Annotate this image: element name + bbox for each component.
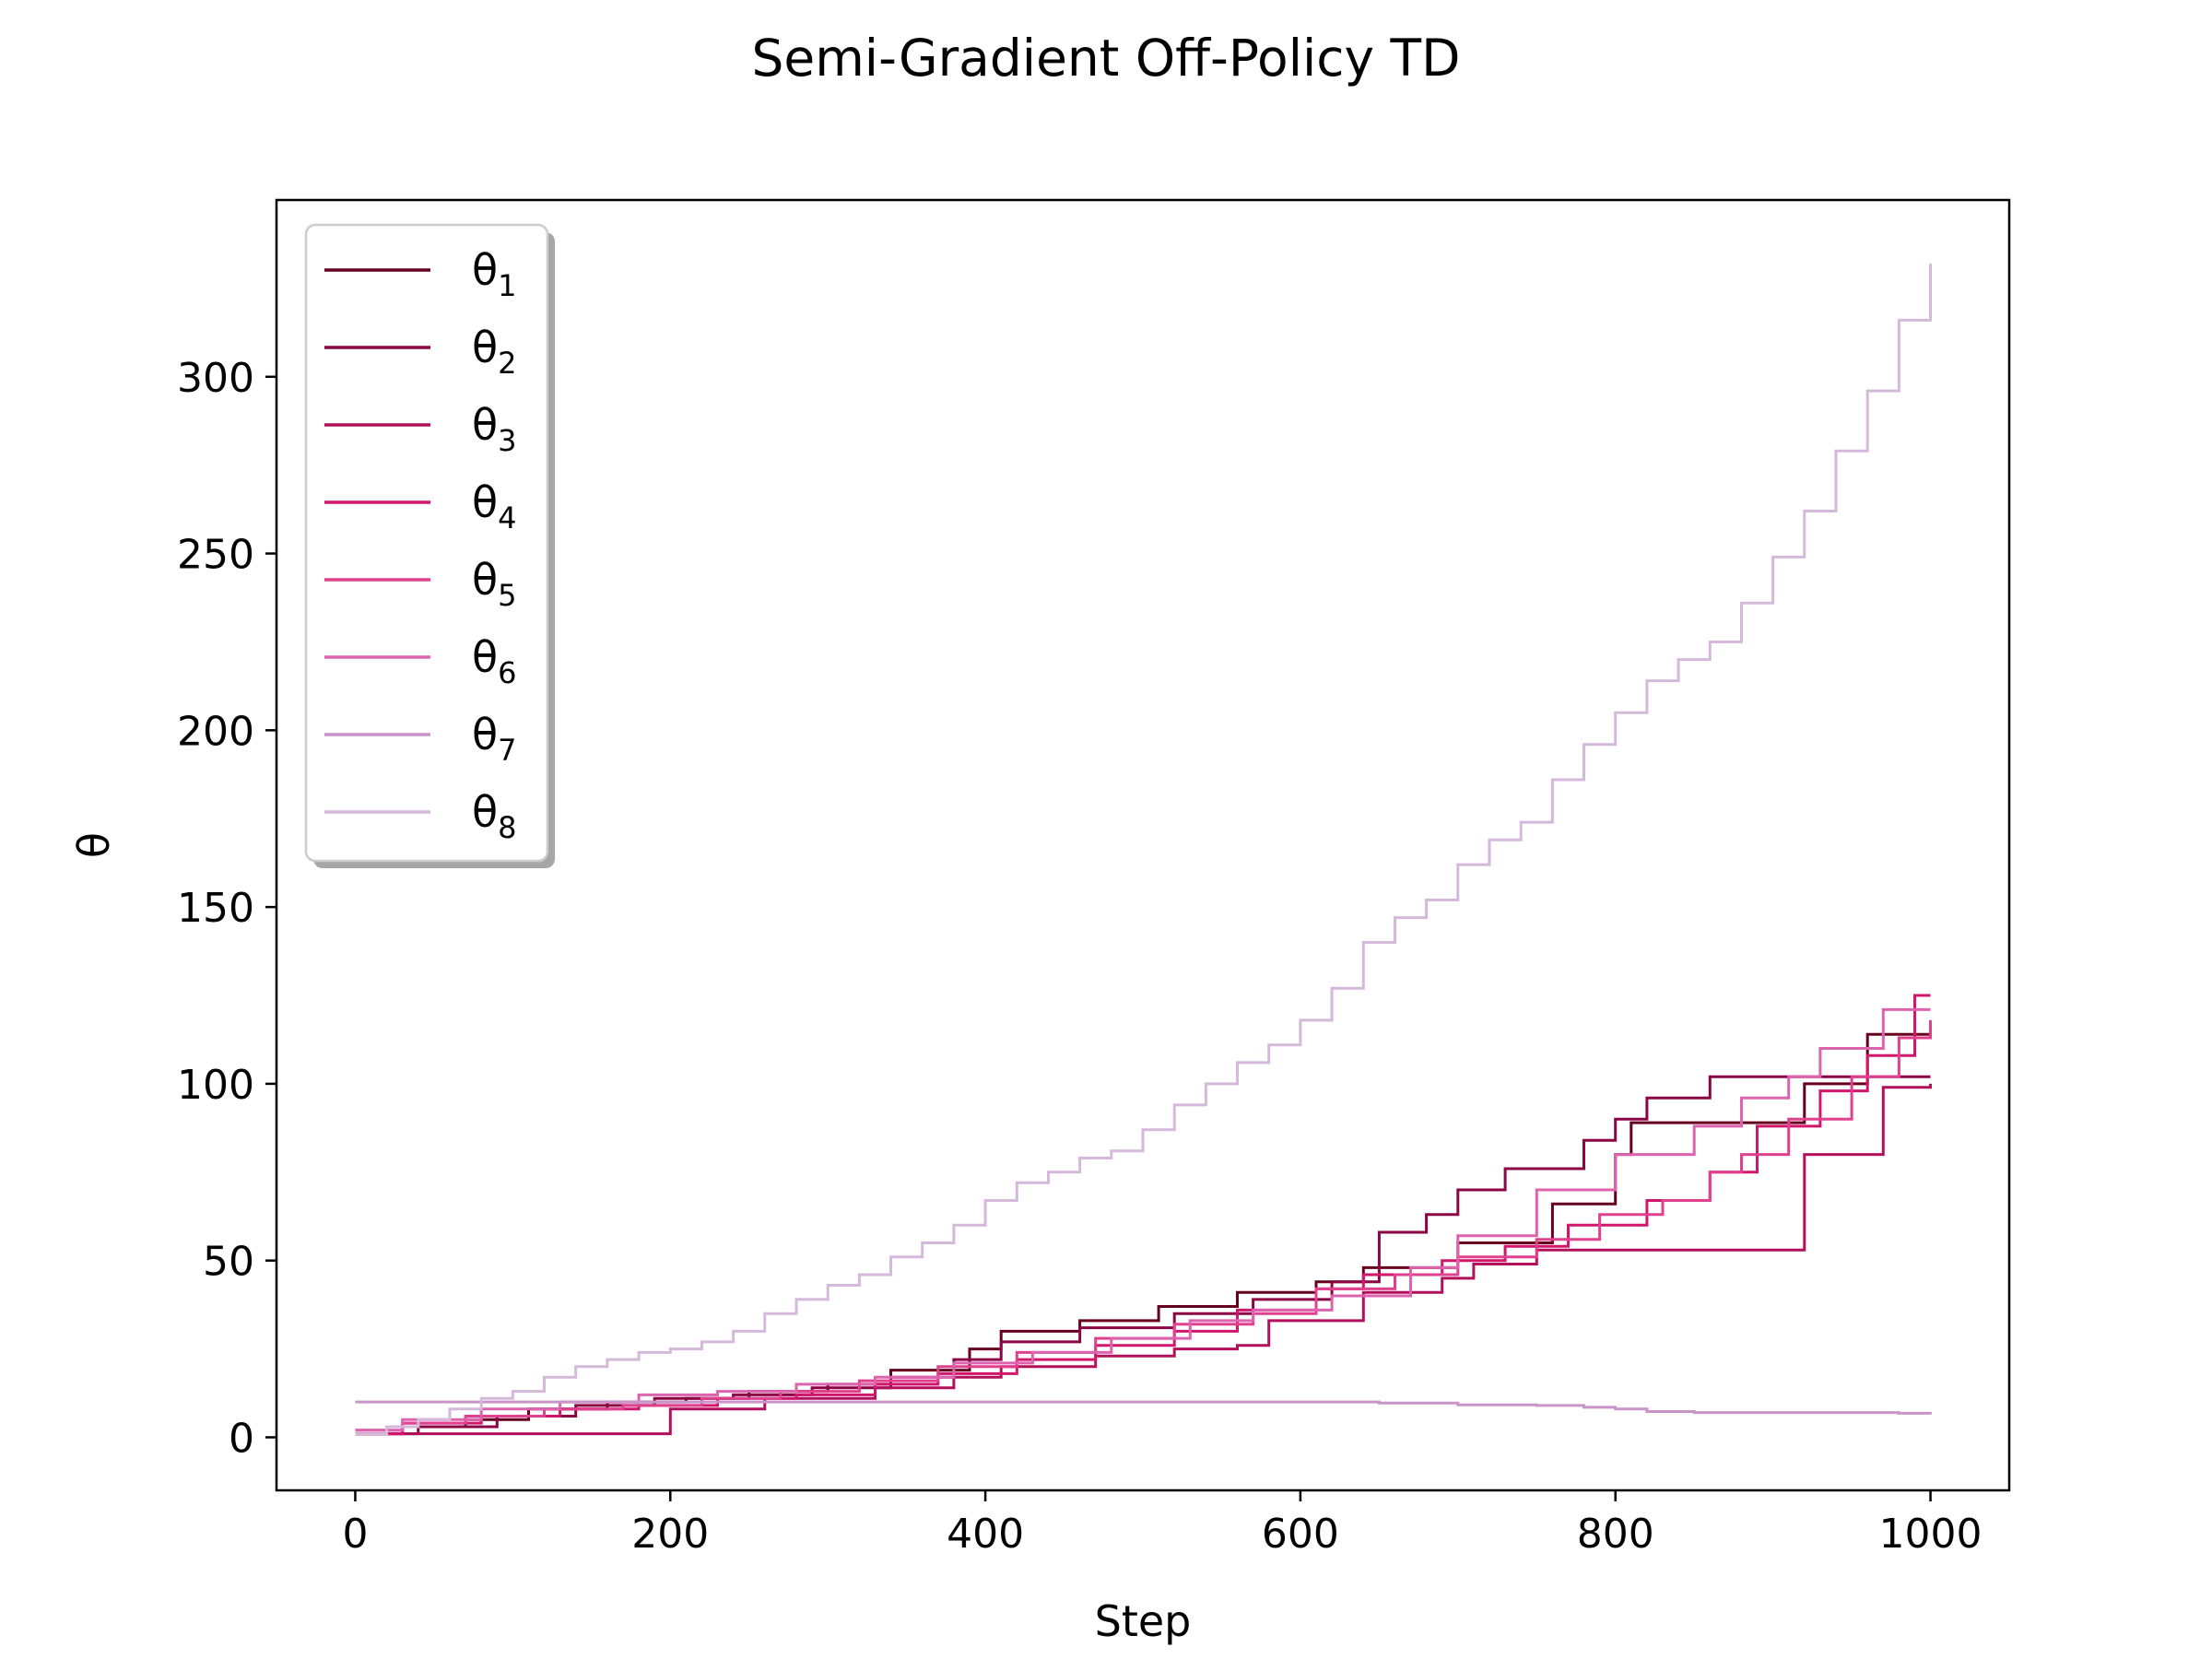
legend-box: [304, 223, 549, 863]
y-tick-label: 50: [203, 1239, 254, 1286]
x-tick-label: 800: [1577, 1511, 1654, 1558]
y-tick-label: 0: [229, 1415, 254, 1462]
series-layer: [355, 264, 1932, 1436]
y-tick-label: 250: [177, 532, 254, 579]
y-tick-label: 100: [177, 1062, 254, 1109]
x-tick-label: 0: [342, 1511, 368, 1558]
x-axis-title: Step: [1095, 1596, 1192, 1646]
series-line-theta-3: [355, 1083, 1932, 1436]
series-line-theta-6: [355, 1007, 1931, 1432]
x-tick-label: 200: [631, 1511, 709, 1558]
x-tick-label: 400: [947, 1511, 1024, 1558]
chart-title: Semi-Gradient Off-Policy TD: [751, 29, 1460, 88]
x-axis: 0 200 400 600 800 1000: [342, 1490, 1983, 1558]
y-axis: 0 50 100 150 200 250 300: [177, 355, 276, 1462]
series-line-theta-8: [355, 264, 1932, 1436]
plot-area: [275, 198, 2011, 1492]
x-tick-label: 1000: [1879, 1511, 1983, 1558]
x-tick-label: 600: [1262, 1511, 1339, 1558]
y-tick-label: 300: [177, 355, 254, 402]
y-tick-label: 200: [177, 708, 254, 755]
y-axis-title: θ: [69, 832, 119, 858]
series-line-theta-7: [355, 1400, 1932, 1415]
y-tick-label: 150: [177, 885, 254, 932]
plot-frame: [275, 198, 2011, 1492]
